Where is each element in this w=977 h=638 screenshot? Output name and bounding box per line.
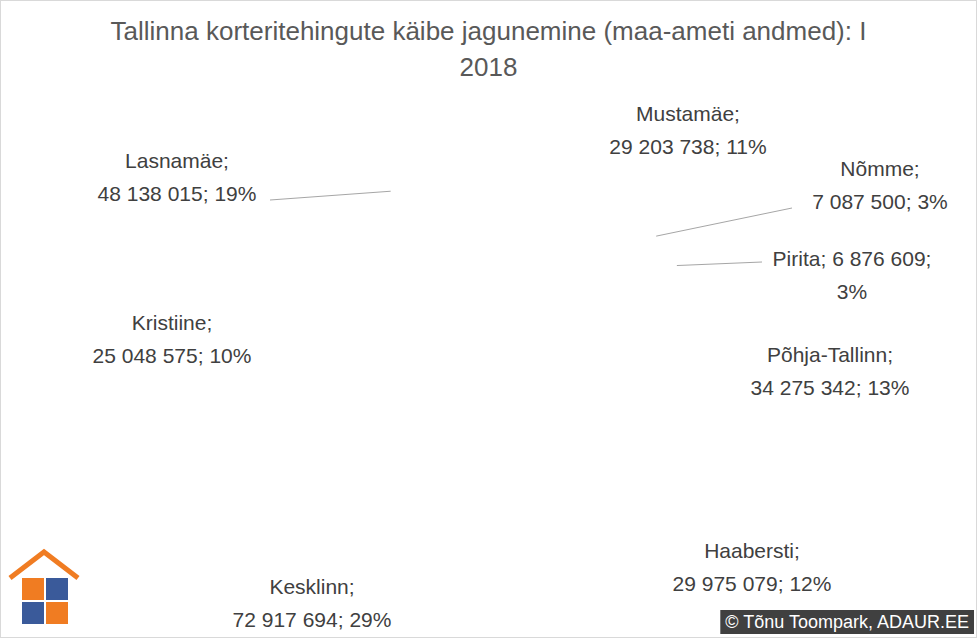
slice [281,278,497,409]
logo-roof [10,552,78,578]
label-part: 13% [867,376,909,399]
title-line: 2018 [460,52,518,82]
label-part: Lasnamäe [125,149,223,172]
slice [285,370,585,586]
slice [497,370,695,567]
label-part: ; [714,135,720,158]
label-part: ; [794,539,800,562]
label-part: 10% [209,344,251,367]
background [1,1,977,638]
label-part: ; [206,311,212,334]
label-part: 3% [837,280,867,303]
source: © Tõnu Toompark, ADAUR.EE [720,610,974,634]
title: Tallinna korteritehingute käibe jagunemi… [111,16,867,82]
data-label: Lasnamäe;48 138 015;19% [98,149,257,205]
data-label: Põhja-Tallinn;34 275 342;13% [751,343,910,399]
slice [497,246,692,370]
data-label: Kesklinn;72 917 694;29% [233,575,392,631]
leader-line [270,191,391,200]
label-part: 12% [789,572,831,595]
chart: Tallinna korteritehingute käibe jagunemi… [0,0,977,638]
label-line: 7 087 500;3% [812,190,948,213]
leader-line [677,262,762,266]
label-part: ; [856,376,862,399]
data-label: Nõmme;7 087 500;3% [812,157,948,213]
label-part: ; [349,575,355,598]
label-line: Põhja-Tallinn; [767,343,893,366]
label-line: 72 917 694;29% [233,608,392,631]
label-part: ; [203,182,209,205]
label-line: 34 275 342;13% [751,376,910,399]
label-part: ; [914,157,920,180]
label-part: Põhja-Tallinn [767,343,887,366]
source-text: © Tõnu Toompark, ADAUR.EE [725,612,969,632]
title-line: Tallinna korteritehingute käibe jagunemi… [111,16,867,46]
data-label: Mustamäe;29 203 738;11% [609,102,766,158]
label-part: Haabersti [704,539,794,562]
label-line: Nõmme; [840,157,919,180]
label-line: Haabersti; [704,539,800,562]
label-part: 25 048 575 [93,344,198,367]
label-line: 25 048 575;10% [93,344,252,367]
label-line: 48 138 015;19% [98,182,257,205]
slice [497,278,713,456]
label-part: Nõmme [840,157,914,180]
label-part: 48 138 015 [98,182,203,205]
label-part: ; [887,343,893,366]
slice [301,154,510,370]
pie [281,154,713,586]
label-part: 72 917 694 [233,608,338,631]
data-labels: Mustamäe;29 203 738;11%Nõmme;7 087 500;3… [93,102,948,631]
label-part: ; [338,608,344,631]
label-part: ; [906,190,912,213]
label-part: Kesklinn [269,575,348,598]
logo-piece [22,602,44,624]
slice [497,154,649,370]
label-line: Mustamäe; [636,102,740,125]
label-line: 29 203 738; 11% [609,135,766,158]
label-part: 29% [349,608,391,631]
label-part: 19% [214,182,256,205]
label-part: 3% [917,190,947,213]
logo-piece [22,578,44,600]
label-part: 29 975 079 [673,572,778,595]
data-label: Haabersti;29 975 079;12% [673,539,832,595]
label-part: Kristiine [132,311,207,334]
source-box [720,610,974,634]
label-part: 11% [726,135,766,158]
logo-piece [46,602,68,624]
label-line: Lasnamäe; [125,149,229,172]
label-line: 29 975 079;12% [673,572,832,595]
label-part: ; [734,102,740,125]
label-part: 6 876 609 [832,247,925,270]
logo-piece [46,578,68,600]
label-line: Kesklinn; [269,575,354,598]
logo [10,552,78,624]
label-part: ; [820,247,826,270]
data-label: Pirita;6 876 609;3% [773,247,932,303]
label-line: 3% [837,280,867,303]
label-part: ; [223,149,229,172]
label-part: 29 203 738 [609,135,714,158]
label-part: ; [198,344,204,367]
data-label: Kristiine;25 048 575;10% [93,311,252,367]
label-line: Pirita;6 876 609; [773,247,932,270]
slice [497,217,674,370]
label-part: 34 275 342 [751,376,856,399]
leader-line [656,208,792,236]
label-part: Mustamäe [636,102,734,125]
label-part: ; [926,247,932,270]
label-line: Kristiine; [132,311,213,334]
label-part: Pirita [773,247,821,270]
label-part: 7 087 500 [812,190,905,213]
label-part: ; [778,572,784,595]
